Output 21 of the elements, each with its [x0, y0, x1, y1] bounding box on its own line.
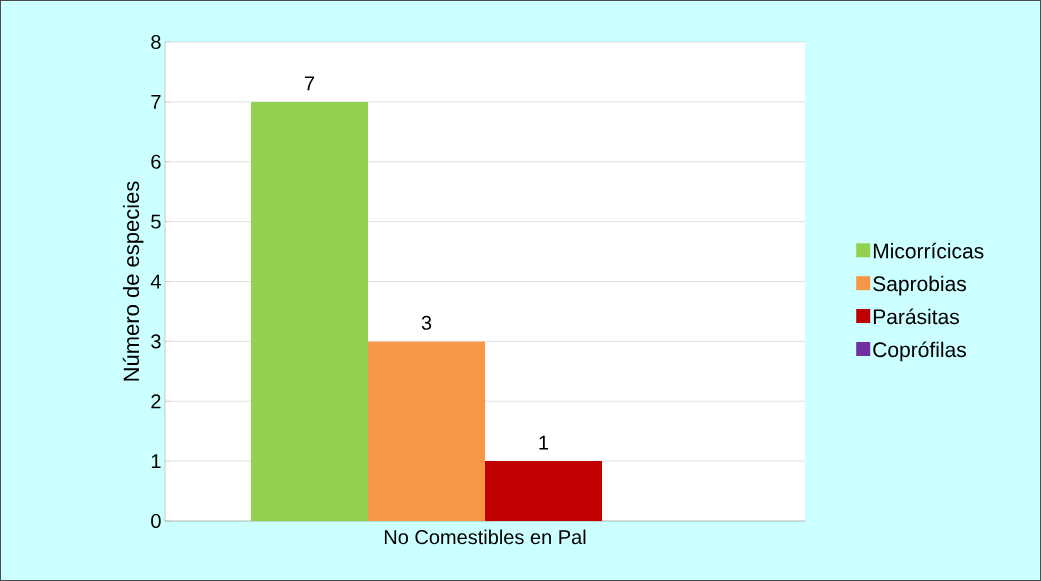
bar	[485, 461, 603, 521]
y-tick-label: 1	[151, 454, 161, 468]
data-label: 7	[304, 76, 315, 91]
x-tick-label: No Comestibles en Pal	[384, 529, 586, 545]
y-tick-label: 7	[151, 95, 161, 109]
y-tick-label: 2	[151, 394, 161, 409]
legend-label: Coprófilas	[873, 341, 966, 362]
legend-label: Micorrícicas	[873, 242, 984, 259]
y-tick-label: 3	[151, 334, 161, 349]
y-tick-label: 0	[151, 513, 161, 529]
y-tick-label: 6	[151, 154, 161, 169]
y-tick-label: 8	[151, 34, 161, 50]
y-tick-label: 5	[151, 214, 161, 229]
bar	[251, 101, 368, 521]
legend-label: Saprobias	[873, 275, 966, 296]
data-label: 3	[421, 315, 432, 330]
bar	[368, 341, 485, 521]
y-tick-label: 4	[150, 274, 161, 289]
y-axis-title: Número de especies	[122, 181, 144, 381]
data-label: 1	[539, 435, 549, 450]
legend-label: Parásitas	[873, 308, 959, 325]
